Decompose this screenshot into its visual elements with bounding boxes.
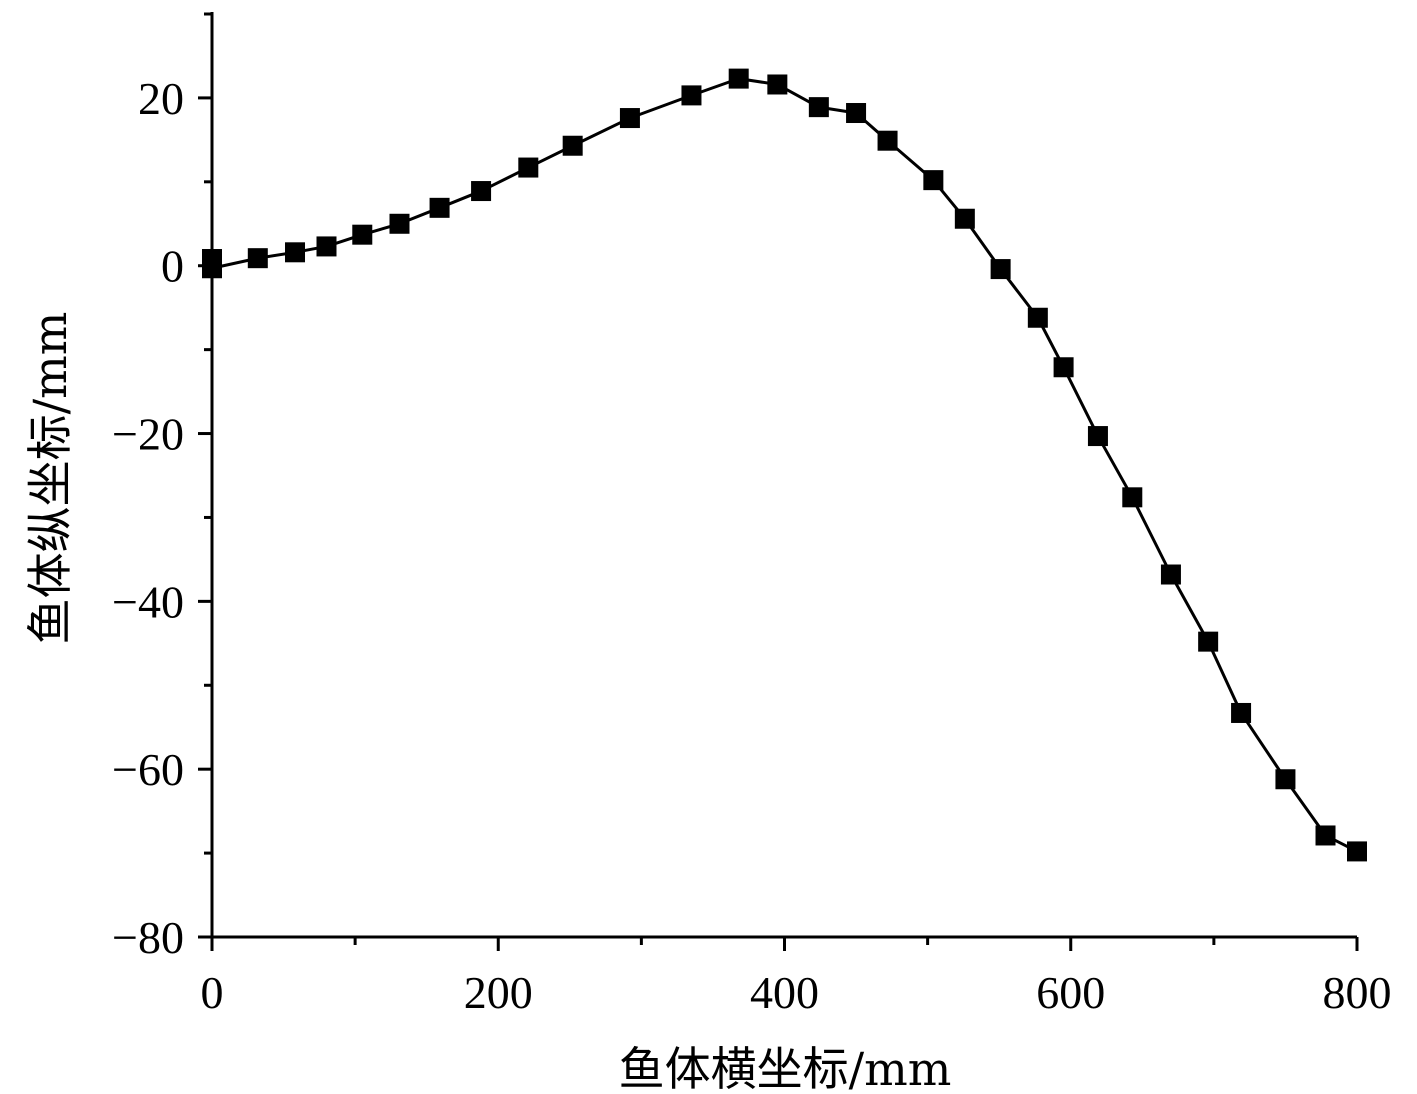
data-point	[316, 236, 337, 257]
data-point	[389, 213, 410, 234]
x-axis-title: 鱼体横坐标/mm	[619, 1042, 952, 1094]
data-point	[518, 157, 539, 178]
data-point	[877, 130, 898, 151]
data-point	[1198, 631, 1219, 652]
x-ticks: 0 200 400 600 800	[201, 937, 1392, 1018]
data-point	[285, 242, 306, 263]
data-point	[808, 97, 829, 118]
data-point	[1231, 702, 1252, 723]
data-point	[1315, 825, 1336, 846]
y-tick-label: −60	[112, 744, 184, 795]
data-point	[1027, 307, 1048, 328]
data-point	[429, 197, 450, 218]
x-tick-label: 600	[1036, 967, 1105, 1018]
y-tick-label: 20	[138, 73, 184, 124]
data-point	[990, 259, 1011, 280]
data-point	[1122, 487, 1143, 508]
data-point	[954, 208, 975, 229]
x-tick-label: 200	[464, 967, 533, 1018]
data-point	[352, 224, 373, 245]
data-point	[1347, 841, 1367, 862]
data-point	[1275, 769, 1296, 790]
data-point	[619, 108, 640, 129]
x-tick-label: 400	[750, 967, 819, 1018]
y-ticks: −80 −60 −40 −20 0 20	[112, 12, 212, 963]
data-point	[471, 181, 492, 202]
data-point	[202, 258, 222, 279]
data-point	[846, 103, 867, 124]
y-axis: −80 −60 −40 −20 0 20	[112, 12, 214, 963]
data-point	[923, 170, 944, 191]
x-axis: 0 200 400 600 800	[201, 935, 1392, 1018]
x-tick-label: 800	[1323, 967, 1392, 1018]
data-point	[681, 85, 702, 106]
data-point	[767, 74, 788, 95]
data-point	[1087, 426, 1108, 447]
plot-area	[202, 68, 1367, 862]
y-tick-label: −40	[112, 576, 184, 627]
y-tick-label: 0	[161, 241, 184, 292]
data-point	[1160, 564, 1181, 585]
data-point	[562, 135, 583, 156]
series-line	[210, 77, 1358, 853]
series-markers	[202, 68, 1367, 862]
y-axis-title: 鱼体纵坐标/mm	[23, 312, 77, 645]
y-tick-label: −20	[112, 409, 184, 460]
data-point	[1053, 357, 1074, 378]
data-point	[728, 68, 749, 89]
x-tick-label: 0	[201, 967, 224, 1018]
data-point	[247, 248, 268, 269]
y-tick-label: −80	[112, 912, 184, 963]
